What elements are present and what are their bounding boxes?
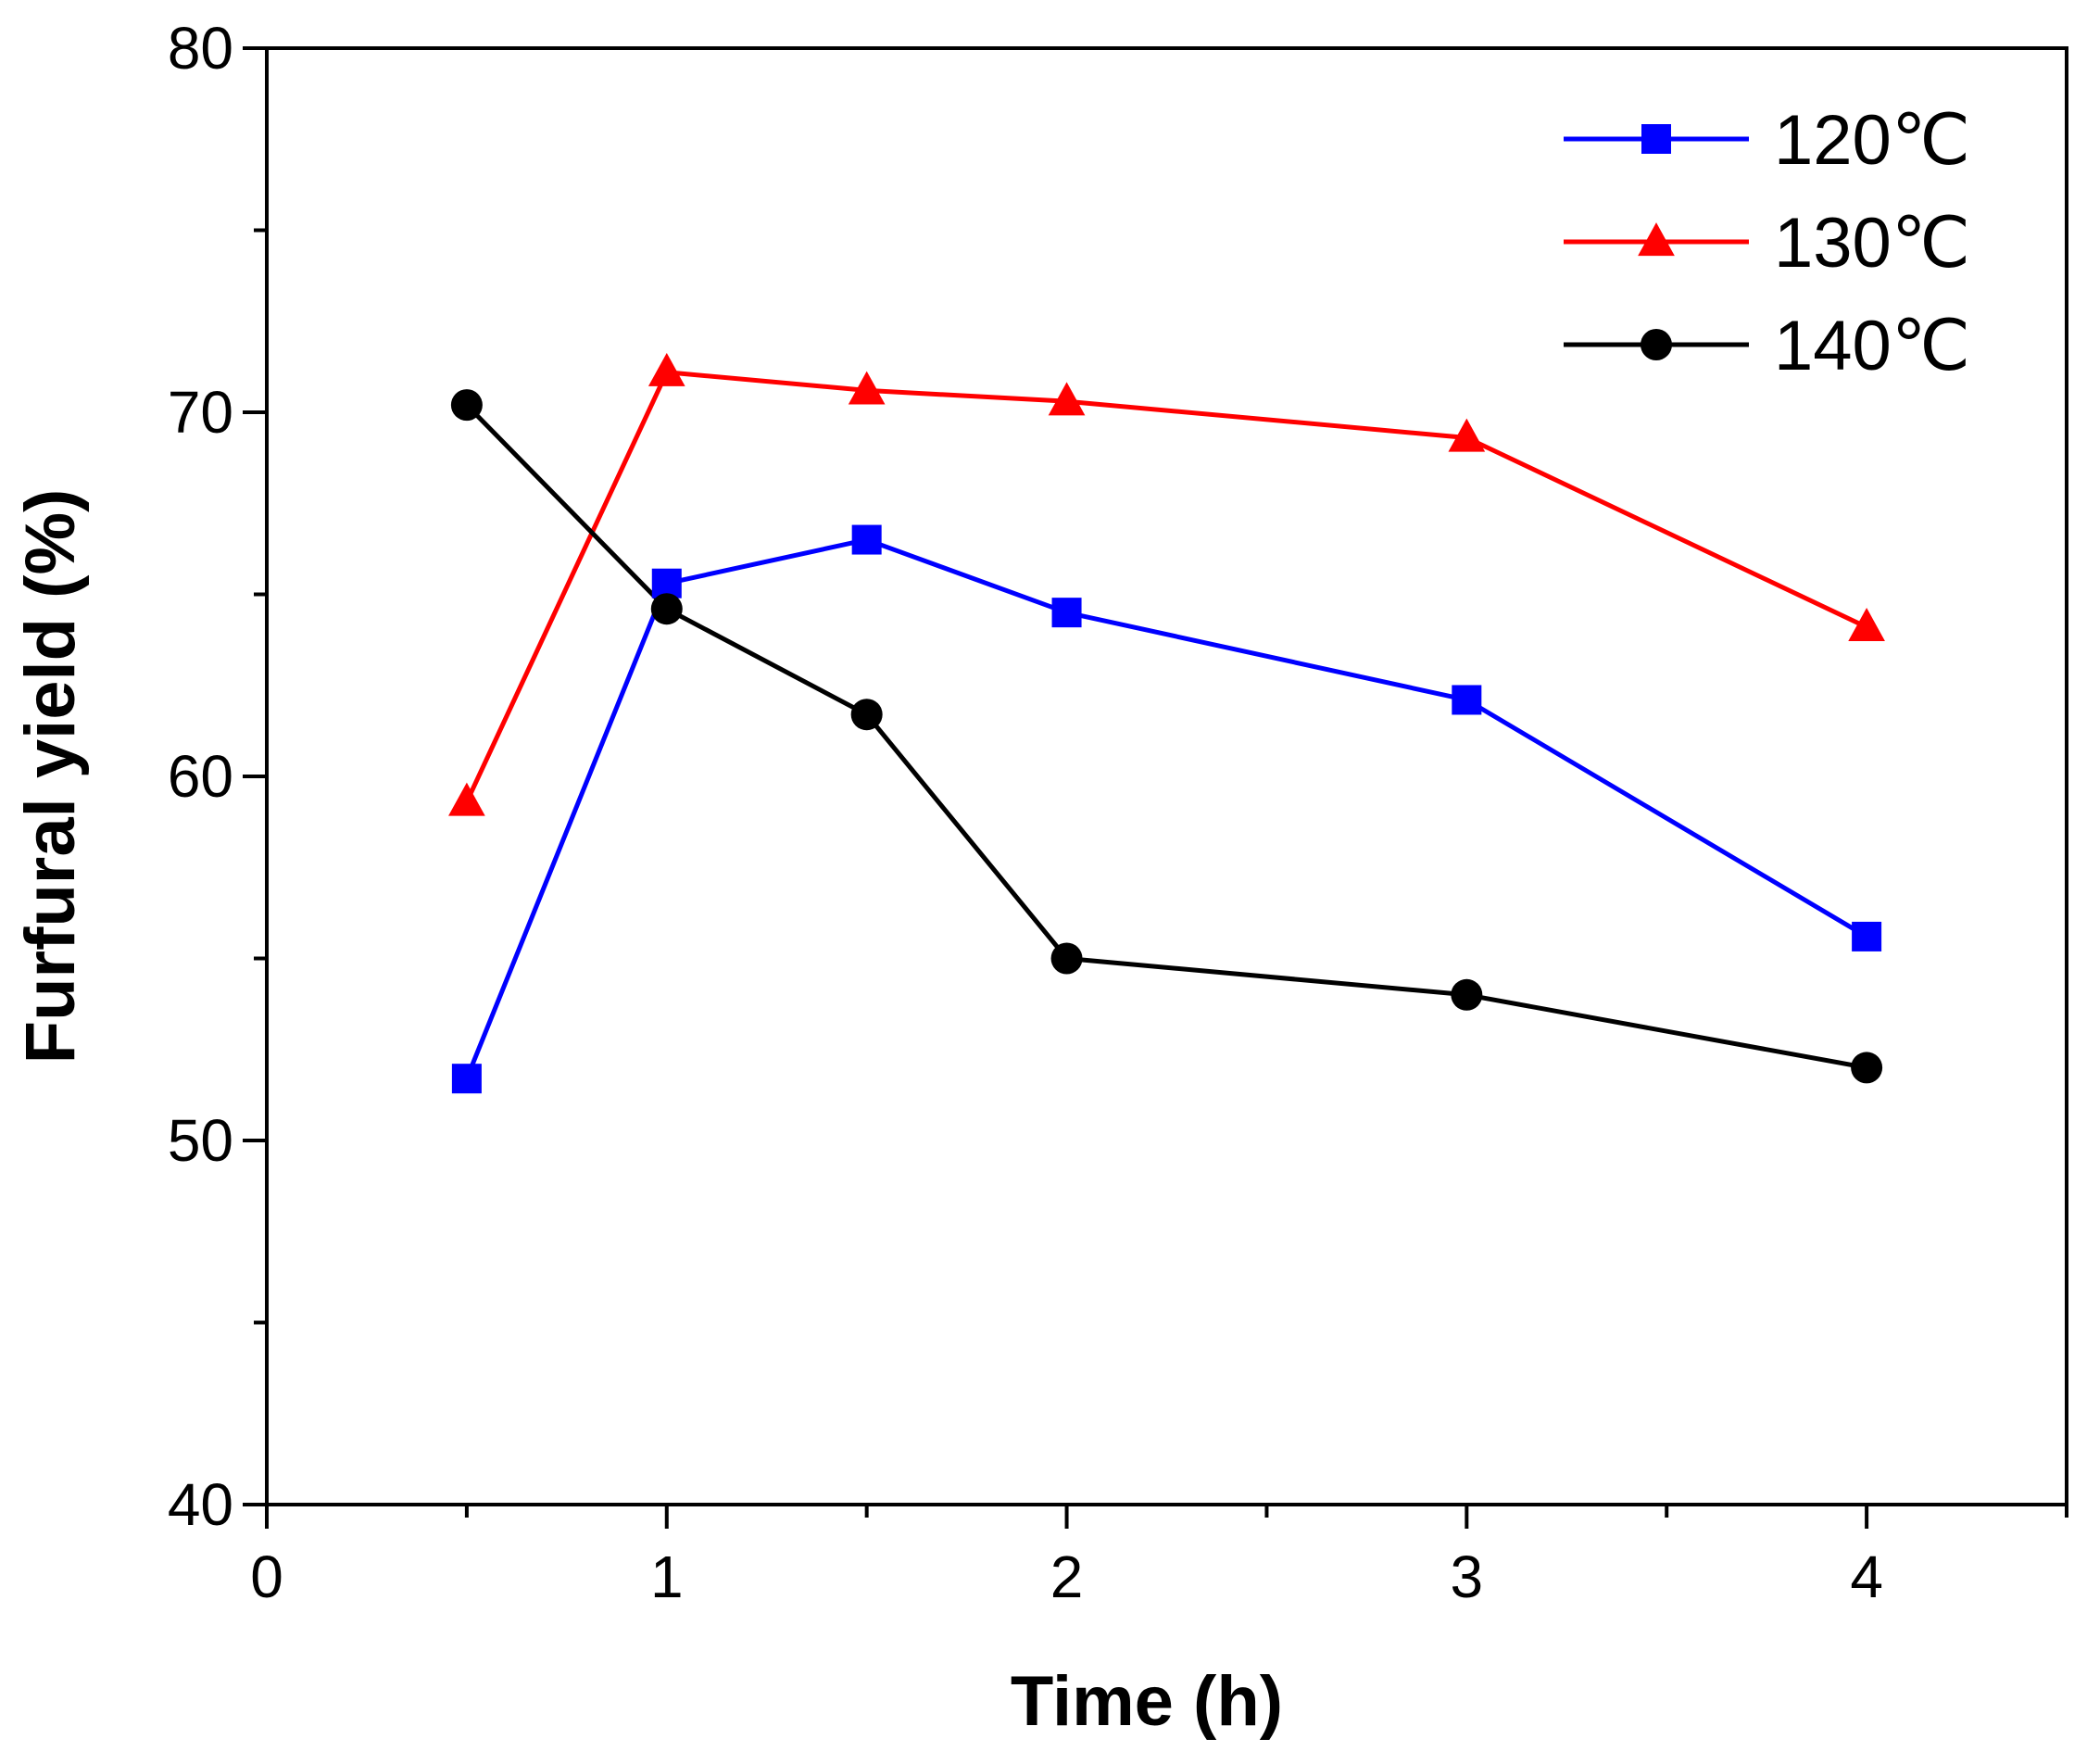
x-tick-label: 4 (1850, 1544, 1883, 1610)
x-tick-label: 3 (1451, 1544, 1484, 1610)
data-point-1-1 (647, 352, 685, 386)
series-layer (448, 352, 1885, 1094)
data-point-0-0 (451, 1064, 482, 1094)
legend: 120℃ 130℃ 140℃ (1564, 101, 1970, 385)
data-point-1-4 (1448, 418, 1486, 452)
legend-marker-2 (1641, 329, 1672, 360)
x-axis: 0 1 2 3 4 (250, 1505, 2068, 1610)
data-point-0-5 (1852, 921, 1882, 951)
data-point-2-1 (650, 593, 683, 625)
y-axis-title: Furfural yield (%) (11, 489, 90, 1065)
legend-marker-1 (1638, 222, 1675, 257)
series-line-2 (465, 403, 1867, 1070)
y-tick-label: 50 (168, 1107, 233, 1174)
legend-marker-0 (1641, 124, 1671, 154)
data-point-2-0 (450, 389, 483, 422)
data-point-2-2 (850, 699, 883, 731)
y-axis: 40 50 60 70 80 (168, 15, 267, 1538)
data-point-0-2 (851, 524, 882, 555)
series-line-1 (464, 370, 1868, 803)
x-tick-label: 0 (250, 1544, 283, 1610)
x-tick-label: 2 (1050, 1544, 1084, 1610)
data-point-1-0 (448, 782, 485, 816)
data-point-0-4 (1452, 685, 1482, 715)
y-tick-label: 80 (168, 15, 233, 82)
series-line-0 (464, 537, 1868, 1080)
legend-label-1: 130℃ (1774, 204, 1970, 283)
data-point-0-3 (1051, 598, 1082, 628)
data-point-2-5 (1851, 1052, 1883, 1084)
data-point-2-4 (1451, 978, 1483, 1011)
data-point-2-3 (1050, 942, 1083, 975)
y-tick-label: 70 (168, 379, 233, 446)
data-point-1-3 (1048, 382, 1086, 416)
x-axis-title: Time (h) (1011, 1662, 1283, 1741)
y-tick-label: 60 (168, 743, 233, 810)
x-tick-label: 1 (650, 1544, 684, 1610)
data-point-1-2 (848, 371, 886, 405)
y-tick-label: 40 (168, 1471, 233, 1538)
legend-label-0: 120℃ (1774, 101, 1970, 180)
legend-label-2: 140℃ (1774, 307, 1970, 385)
data-point-1-5 (1848, 608, 1885, 641)
